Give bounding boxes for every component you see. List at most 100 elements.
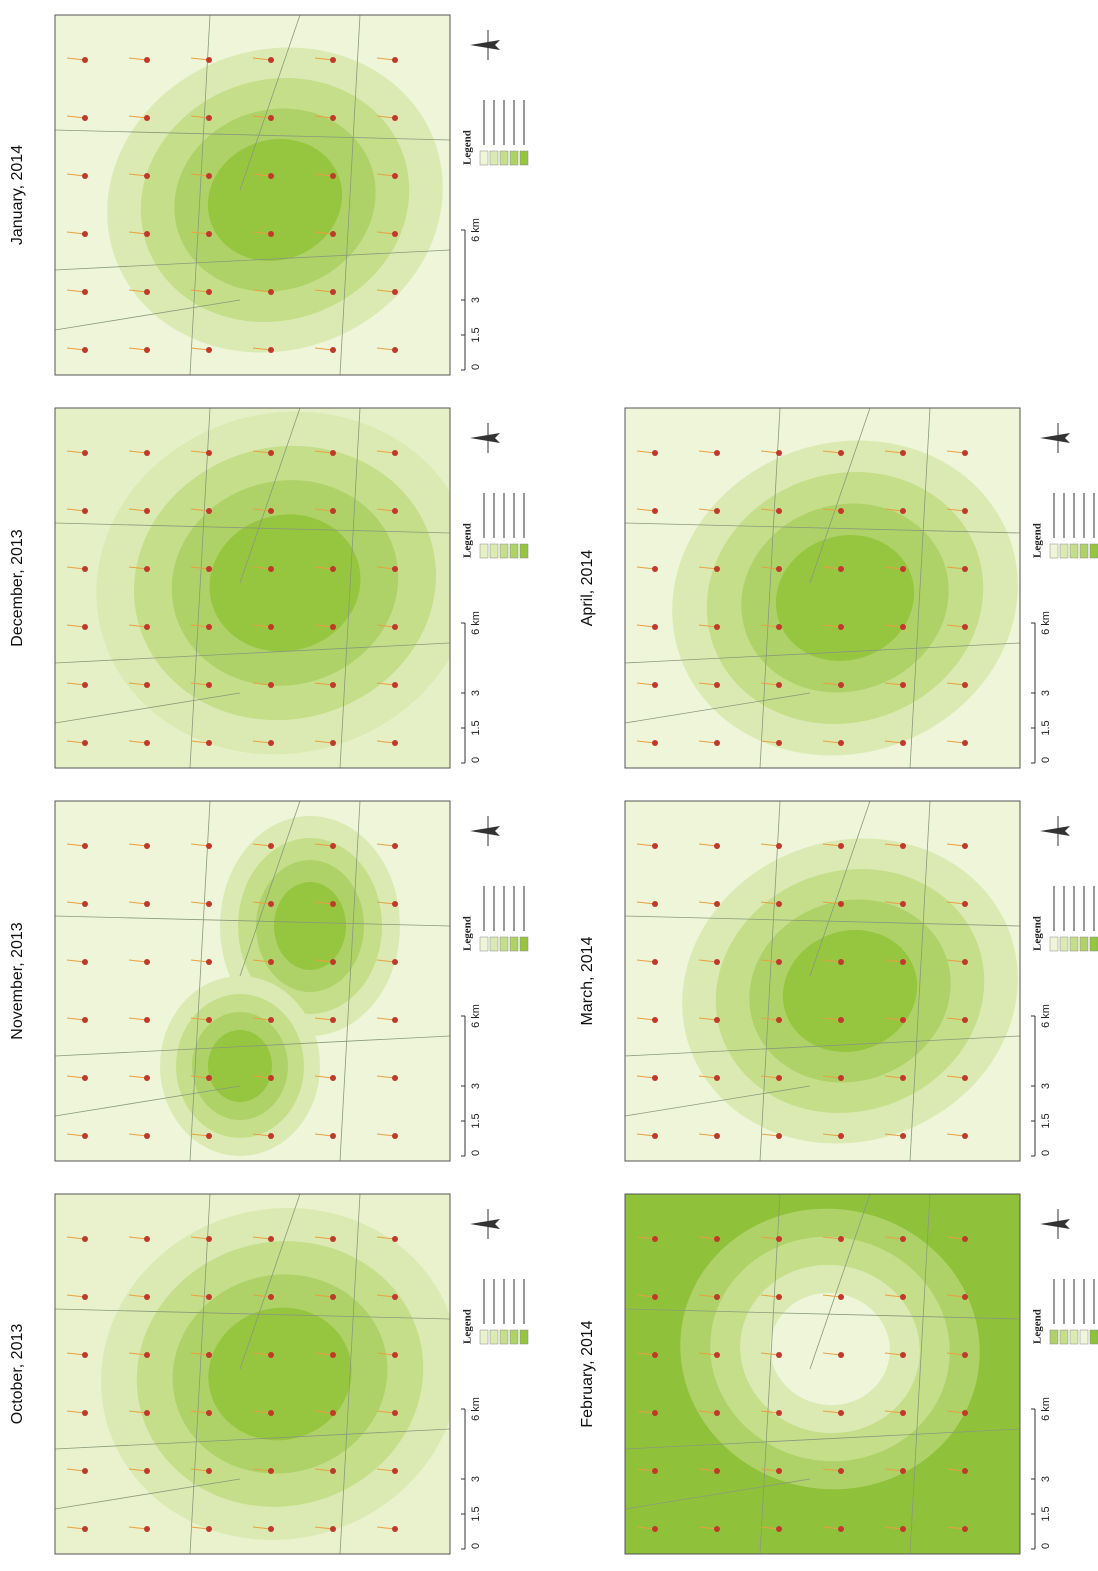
sample-point <box>268 682 274 688</box>
legend-swatch <box>1070 1330 1078 1344</box>
sample-point <box>144 740 150 746</box>
sample-point <box>392 231 398 237</box>
sample-point <box>330 450 336 456</box>
sample-point <box>144 1352 150 1358</box>
sample-point <box>962 1017 968 1023</box>
panel-title: March, 2014 <box>579 936 596 1025</box>
sample-point <box>206 57 212 63</box>
sample-point <box>330 1294 336 1300</box>
sample-point <box>392 1352 398 1358</box>
sample-point <box>392 901 398 907</box>
sample-point <box>206 682 212 688</box>
sample-point <box>82 231 88 237</box>
sample-point <box>714 1017 720 1023</box>
sample-point <box>838 508 844 514</box>
sample-point <box>900 1236 906 1242</box>
sample-point <box>392 347 398 353</box>
scale-label: 6 km <box>1040 1397 1052 1421</box>
sample-point <box>838 1526 844 1532</box>
sample-point <box>652 566 658 572</box>
sample-point <box>82 1075 88 1081</box>
sample-point <box>206 1294 212 1300</box>
sample-point <box>330 959 336 965</box>
sample-point <box>776 959 782 965</box>
scale-label: 1.5 <box>1040 1113 1052 1128</box>
legend-title: Legend <box>1032 916 1044 951</box>
sample-point <box>392 508 398 514</box>
sample-point <box>714 508 720 514</box>
scale-label: 1.5 <box>1040 720 1052 735</box>
scale-label: 3 <box>1040 690 1052 696</box>
sample-point <box>962 682 968 688</box>
sample-point <box>206 115 212 121</box>
sample-point <box>652 508 658 514</box>
legend-swatch <box>500 544 508 558</box>
sample-point <box>962 1410 968 1416</box>
north-arrow <box>1040 433 1070 443</box>
sample-point <box>144 1236 150 1242</box>
legend-swatch <box>480 1330 488 1344</box>
sample-point <box>962 450 968 456</box>
sample-point <box>962 1468 968 1474</box>
sample-point <box>82 508 88 514</box>
sample-point <box>206 740 212 746</box>
legend-swatch <box>510 544 518 558</box>
sample-point <box>330 173 336 179</box>
sample-point <box>714 843 720 849</box>
sample-point <box>776 450 782 456</box>
sample-point <box>652 740 658 746</box>
legend-swatch <box>520 151 528 165</box>
panel-title: April, 2014 <box>579 550 596 627</box>
sample-point <box>392 1410 398 1416</box>
sample-point <box>392 1075 398 1081</box>
sample-point <box>838 1410 844 1416</box>
sample-point <box>144 682 150 688</box>
sample-point <box>206 173 212 179</box>
sample-point <box>392 450 398 456</box>
scale-label: 1.5 <box>1040 1506 1052 1521</box>
sample-point <box>776 740 782 746</box>
map-panel: 01.536 kmLegend <box>55 1 528 399</box>
sample-point <box>652 901 658 907</box>
legend-swatch <box>520 1330 528 1344</box>
map <box>55 370 513 797</box>
north-arrow <box>470 826 500 836</box>
sample-point <box>82 450 88 456</box>
sample-point <box>392 1468 398 1474</box>
sample-point <box>962 901 968 907</box>
sample-point <box>776 624 782 630</box>
sample-point <box>392 624 398 630</box>
legend-swatch <box>1080 544 1088 558</box>
sample-point <box>652 1236 658 1242</box>
sample-point <box>144 450 150 456</box>
legend-swatch <box>1090 937 1098 951</box>
legend-swatch <box>1050 544 1058 558</box>
sample-point <box>82 289 88 295</box>
sample-point <box>714 682 720 688</box>
sample-point <box>776 1236 782 1242</box>
sample-point <box>962 1526 968 1532</box>
sample-point <box>82 173 88 179</box>
sample-point <box>206 1236 212 1242</box>
sample-point <box>330 347 336 353</box>
sample-point <box>838 843 844 849</box>
panel-title: February, 2014 <box>579 1320 596 1427</box>
scale-label: 6 km <box>470 218 482 242</box>
sample-point <box>268 450 274 456</box>
sample-point <box>206 843 212 849</box>
legend-swatch <box>510 937 518 951</box>
sample-point <box>330 740 336 746</box>
sample-point <box>652 843 658 849</box>
legend-swatch <box>500 1330 508 1344</box>
legend-title: Legend <box>462 916 474 951</box>
sample-point <box>392 1017 398 1023</box>
map <box>625 392 1062 803</box>
sample-point <box>900 1526 906 1532</box>
sample-point <box>206 1352 212 1358</box>
sample-point <box>144 624 150 630</box>
sample-point <box>776 508 782 514</box>
sample-point <box>652 1352 658 1358</box>
sample-point <box>652 1075 658 1081</box>
sample-point <box>268 57 274 63</box>
sample-point <box>392 1133 398 1139</box>
